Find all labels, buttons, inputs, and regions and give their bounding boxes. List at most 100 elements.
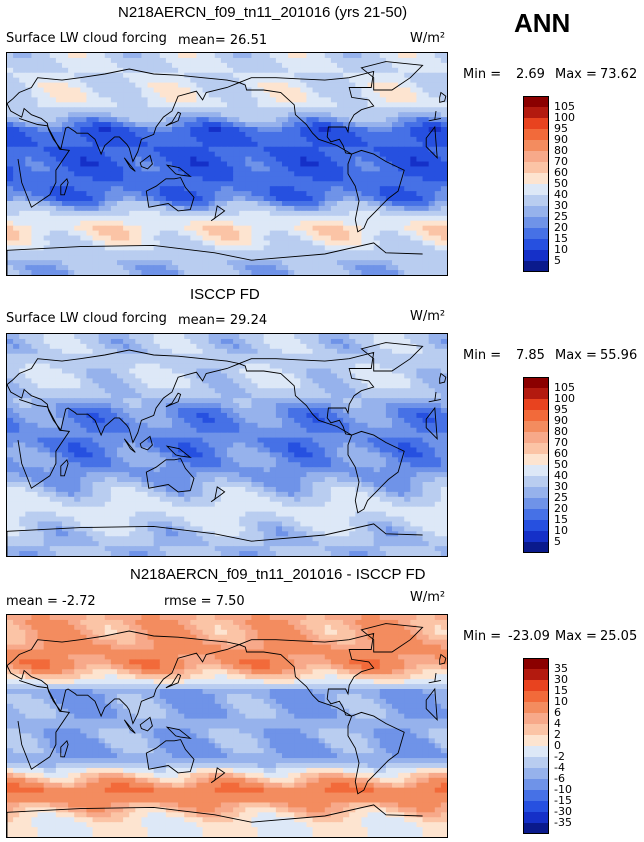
field-cell	[257, 240, 265, 246]
field-cell	[349, 215, 356, 222]
field-cell	[37, 107, 45, 113]
field-cell	[275, 230, 283, 237]
field-cell	[404, 196, 411, 202]
field-cell	[337, 122, 344, 128]
field-cell	[184, 67, 191, 74]
field-cell	[159, 87, 167, 94]
field-cell	[172, 57, 179, 64]
field-cell	[92, 117, 100, 123]
field-cell	[263, 358, 271, 365]
field-cell	[282, 151, 289, 158]
field-cell	[385, 97, 393, 103]
field-cell	[86, 408, 94, 414]
field-cell	[245, 427, 253, 434]
field-cell	[43, 205, 51, 212]
field-cell	[282, 122, 289, 128]
field-cell	[257, 343, 265, 350]
field-cell	[422, 250, 430, 256]
field-cell	[196, 353, 204, 360]
field-cell	[190, 156, 198, 163]
field-cell	[68, 245, 75, 251]
field-cell	[55, 373, 63, 379]
field-cell	[306, 422, 314, 429]
field-cell	[251, 255, 259, 261]
field-cell	[153, 412, 161, 419]
field-cell	[398, 186, 405, 192]
field-cell	[153, 398, 161, 404]
field-cell	[288, 260, 295, 266]
field-cell	[300, 334, 308, 340]
field-cell	[196, 186, 204, 192]
field-cell	[404, 368, 411, 375]
field-cell	[379, 363, 387, 370]
field-cell	[80, 220, 88, 227]
field-cell	[178, 201, 185, 207]
field-cell	[74, 388, 81, 394]
field-cell	[123, 67, 130, 74]
field-cell	[110, 432, 118, 439]
field-cell	[410, 338, 418, 345]
field-cell	[117, 260, 124, 266]
field-cell	[257, 393, 265, 399]
field-cell	[202, 151, 210, 158]
field-cell	[288, 427, 295, 434]
field-cell	[49, 87, 57, 94]
field-cell	[233, 57, 240, 64]
field-cell	[398, 72, 405, 79]
field-cell	[49, 146, 57, 153]
field-cell	[410, 245, 418, 251]
field-cell	[379, 250, 387, 256]
field-cell	[410, 270, 418, 275]
field-cell	[294, 378, 301, 384]
field-cell	[190, 57, 198, 64]
field-cell	[263, 112, 271, 118]
field-cell	[178, 417, 185, 424]
field-cell	[373, 427, 381, 434]
field-cell	[153, 87, 161, 94]
field-cell	[141, 373, 149, 379]
field-cell	[269, 57, 277, 64]
field-cell	[282, 215, 289, 222]
field-cell	[233, 97, 240, 103]
field-cell	[318, 166, 326, 172]
field-cell	[165, 82, 173, 89]
field-cell	[361, 176, 369, 182]
field-cell	[135, 363, 143, 370]
field-cell	[257, 146, 265, 153]
field-cell	[367, 417, 375, 424]
field-cell	[367, 422, 375, 429]
field-cell	[123, 363, 130, 370]
field-cell	[220, 348, 228, 355]
field-cell	[68, 97, 75, 103]
field-cell	[153, 245, 161, 251]
field-cell	[361, 97, 369, 103]
field-cell	[178, 270, 185, 275]
field-cell	[68, 334, 75, 340]
field-cell	[318, 156, 326, 163]
field-cell	[337, 270, 344, 275]
field-cell	[19, 166, 26, 172]
colorbar-swatch	[523, 239, 549, 251]
field-cell	[398, 67, 405, 74]
field-cell	[330, 250, 338, 256]
field-cell	[98, 255, 106, 261]
field-cell	[135, 250, 143, 256]
field-cell	[300, 403, 308, 409]
field-cell	[196, 240, 204, 246]
field-cell	[220, 260, 228, 266]
field-cell	[117, 131, 124, 138]
field-cell	[37, 408, 45, 414]
field-cell	[434, 393, 442, 399]
field-cell	[68, 442, 75, 449]
field-cell	[269, 363, 277, 370]
field-cell	[165, 161, 173, 168]
field-cell	[68, 112, 75, 118]
field-cell	[257, 53, 265, 59]
field-cell	[13, 353, 20, 360]
field-cell	[92, 166, 100, 172]
field-cell	[86, 422, 94, 429]
field-cell	[129, 225, 136, 232]
field-cell	[349, 205, 356, 212]
field-cell	[104, 393, 112, 399]
field-cell	[440, 161, 447, 168]
